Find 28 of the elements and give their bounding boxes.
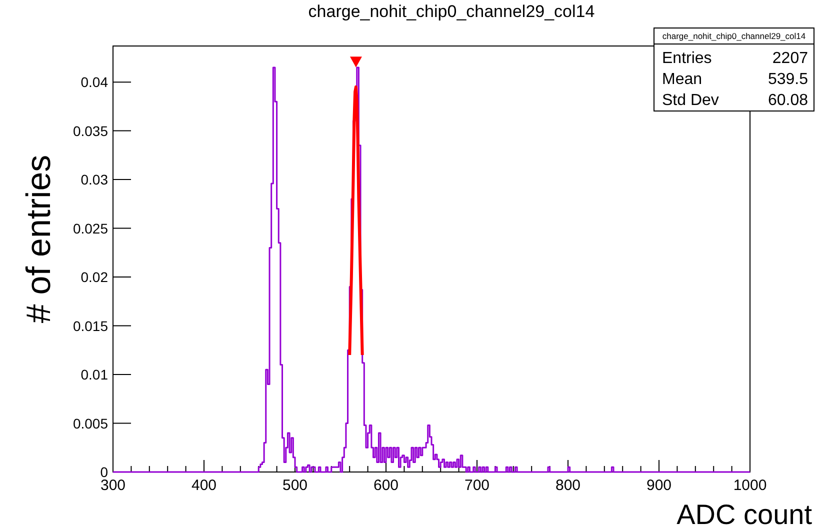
text: 2207	[772, 50, 808, 67]
annotation: Std Dev	[662, 92, 719, 109]
x-tick-label: 600	[373, 477, 399, 494]
x-tick-label: 900	[646, 477, 672, 494]
y-axis-title: # of entries	[20, 154, 58, 324]
x-axis-title: ADC count	[676, 499, 812, 530]
y-tick-label: 0	[100, 464, 108, 480]
text: 60.08	[768, 92, 808, 109]
x-tick-label: 700	[464, 477, 490, 494]
y-tick-label: 0.035	[72, 122, 108, 139]
y-tick-label: 0.02	[80, 269, 108, 286]
x-tick-label: 1000	[733, 477, 767, 494]
y-tick-label: 0.025	[72, 220, 108, 236]
x-tick-label: 800	[555, 477, 581, 494]
y-tick-label: 0.03	[80, 172, 108, 188]
y-tick-label: 0.04	[80, 74, 108, 90]
x-tick-label: 300	[100, 477, 126, 494]
y-tick-label: 0.005	[72, 415, 108, 432]
chart-title: charge_nohit_chip0_channel29_col14	[308, 2, 595, 21]
x-tick-label: 500	[282, 477, 308, 494]
y-tick-label: 0.015	[72, 318, 108, 334]
text: 539.5	[768, 71, 808, 88]
annotation: Mean	[662, 71, 702, 88]
text: charge_nohit_chip0_channel29_col14	[662, 31, 806, 41]
x-tick-label: 400	[191, 477, 217, 494]
y-tick-label: 0.01	[80, 366, 108, 383]
annotation: Entries	[662, 50, 712, 67]
line-series	[348, 85, 364, 357]
